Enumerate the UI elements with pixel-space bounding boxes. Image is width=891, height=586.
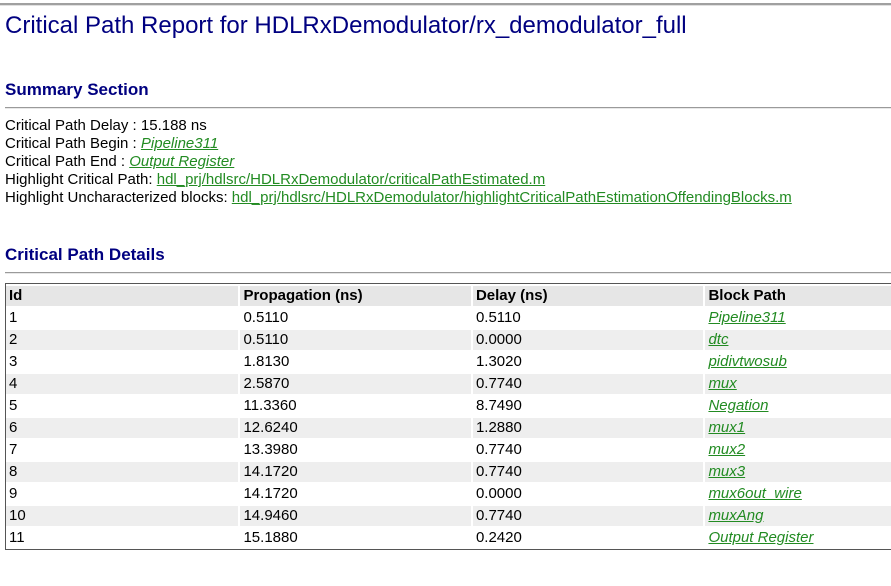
cell-delay: 8.7490 [475, 397, 522, 414]
top-rule [0, 3, 891, 6]
table-header-row: Id Propagation (ns) Delay (ns) Block Pat… [6, 286, 891, 306]
uncharacterized-label: Highlight Uncharacterized blocks: [5, 189, 232, 206]
delay-label: Critical Path Delay : [5, 117, 141, 134]
delay-value: 15.188 ns [140, 117, 207, 134]
table-row: 8 14.1720 0.7740 mux3 [6, 462, 891, 482]
table-row: 7 13.3980 0.7740 mux2 [6, 440, 891, 460]
critical-path-begin: Critical Path Begin : Pipeline311 [5, 135, 792, 153]
cell-block-path: pidivtwosub [705, 352, 891, 372]
cell-block-path: mux1 [705, 418, 891, 438]
report-title: Critical Path Report for HDLRxDemodulato… [5, 12, 687, 39]
cell-delay: 0.7740 [475, 441, 522, 458]
cell-id: 4 [6, 374, 239, 394]
cell-id: 3 [9, 353, 18, 370]
cell-id: 11 [9, 529, 25, 546]
cell-block-path: dtc [705, 330, 891, 350]
details-heading: Critical Path Details [5, 245, 165, 264]
table-row: 3 1.8130 1.3020 pidivtwosub [6, 352, 891, 372]
cell-block-path: Pipeline311 [705, 308, 891, 328]
cell-delay: 1.2880 [472, 418, 704, 438]
cell-delay: 1.3020 [475, 353, 522, 370]
block-path-link[interactable]: pidivtwosub [708, 353, 787, 370]
cell-delay: 0.5110 [475, 309, 521, 326]
table-row: 2 0.5110 0.0000 dtc [6, 330, 891, 350]
cell-propagation: 12.6240 [240, 418, 471, 438]
cell-id: 10 [6, 506, 239, 526]
column-header-propagation: Propagation (ns) [240, 286, 471, 306]
column-header-id: Id [6, 286, 239, 306]
block-path-link[interactable]: mux3 [708, 463, 746, 480]
block-path-link[interactable]: muxAng [708, 507, 764, 524]
cell-delay: 0.7740 [472, 462, 704, 482]
cell-id: 2 [6, 330, 239, 350]
cell-block-path: mux3 [705, 462, 891, 482]
cell-id: 1 [9, 309, 18, 326]
cell-delay: 0.7740 [472, 374, 704, 394]
cell-propagation: 2.5870 [240, 374, 471, 394]
table-row: 6 12.6240 1.2880 mux1 [6, 418, 891, 438]
block-path-link[interactable]: mux1 [708, 419, 746, 436]
cell-block-path: Negation [705, 396, 891, 416]
end-link[interactable]: Output Register [129, 153, 235, 170]
summary-heading: Summary Section [5, 80, 149, 99]
cell-id: 5 [9, 397, 18, 414]
cell-propagation: 13.3980 [243, 441, 298, 458]
cell-propagation: 1.8130 [243, 353, 290, 370]
cell-id: 8 [6, 462, 239, 482]
cell-propagation: 11.3360 [243, 397, 297, 414]
cell-block-path: Output Register [705, 528, 891, 548]
summary-section: Critical Path Delay : 15.188 ns Critical… [5, 117, 792, 207]
critical-path-end: Critical Path End : Output Register [5, 153, 792, 171]
begin-label: Critical Path Begin : [5, 135, 141, 152]
cell-block-path: mux2 [705, 440, 891, 460]
begin-link[interactable]: Pipeline311 [140, 135, 219, 152]
column-header-delay: Delay (ns) [472, 286, 704, 306]
block-path-link[interactable]: mux6out_wire [708, 485, 802, 502]
cell-propagation: 15.1880 [243, 529, 298, 546]
cell-propagation: 0.5110 [243, 309, 289, 326]
summary-rule [5, 107, 891, 109]
highlight-label: Highlight Critical Path: [5, 171, 157, 188]
column-header-block-path: Block Path [705, 286, 891, 306]
block-path-link[interactable]: mux2 [708, 441, 746, 458]
cell-propagation: 14.1720 [240, 462, 471, 482]
block-path-link[interactable]: Output Register [708, 529, 814, 546]
cell-delay: 0.0000 [472, 330, 704, 350]
cell-id: 9 [9, 485, 18, 502]
critical-path-table: Id Propagation (ns) Delay (ns) Block Pat… [5, 283, 891, 550]
table-row: 4 2.5870 0.7740 mux [6, 374, 891, 394]
table-row: 9 14.1720 0.0000 mux6out_wire [6, 484, 891, 504]
cell-block-path: muxAng [705, 506, 891, 526]
cell-propagation: 0.5110 [240, 330, 471, 350]
details-rule [5, 272, 891, 274]
block-path-link[interactable]: Pipeline311 [708, 309, 786, 326]
block-path-link[interactable]: dtc [708, 331, 729, 348]
cell-block-path: mux [705, 374, 891, 394]
cell-propagation: 14.1720 [243, 485, 298, 502]
cell-delay: 0.0000 [475, 485, 522, 502]
critical-path-delay: Critical Path Delay : 15.188 ns [5, 117, 792, 135]
cell-id: 7 [9, 441, 18, 458]
table-row: 11 15.1880 0.2420 Output Register [6, 528, 891, 548]
highlight-critical-path-link[interactable]: hdl_prj/hdlsrc/HDLRxDemodulator/critical… [156, 171, 546, 188]
table-row: 5 11.3360 8.7490 Negation [6, 396, 891, 416]
block-path-link[interactable]: Negation [708, 397, 769, 414]
cell-id: 6 [6, 418, 239, 438]
highlight-critical-path: Highlight Critical Path: hdl_prj/hdlsrc/… [5, 171, 792, 189]
cell-propagation: 14.9460 [240, 506, 471, 526]
table-row: 10 14.9460 0.7740 muxAng [6, 506, 891, 526]
cell-block-path: mux6out_wire [705, 484, 891, 504]
highlight-uncharacterized-link[interactable]: hdl_prj/hdlsrc/HDLRxDemodulator/highligh… [231, 189, 792, 206]
end-label: Critical Path End : [5, 153, 130, 170]
highlight-uncharacterized: Highlight Uncharacterized blocks: hdl_pr… [5, 189, 792, 207]
block-path-link[interactable]: mux [708, 375, 737, 392]
cell-delay: 0.7740 [472, 506, 704, 526]
cell-delay: 0.2420 [475, 529, 522, 546]
table-row: 1 0.5110 0.5110 Pipeline311 [6, 308, 891, 328]
